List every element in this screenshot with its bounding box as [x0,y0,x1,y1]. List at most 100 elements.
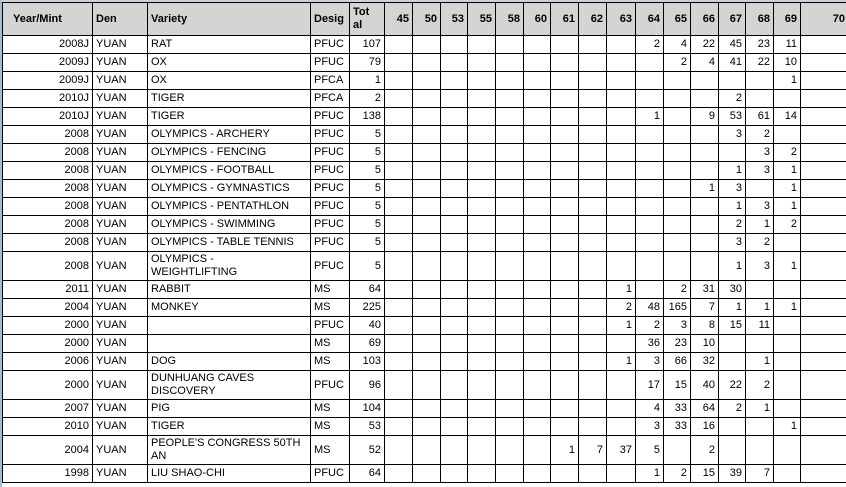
cell-grade-58 [495,35,524,54]
table-row: 2008 YUAN OLYMPICS - TABLE TENNIS PFUC 5 3 2 [2,233,846,252]
cell-grade-67: 15 [718,316,746,335]
cell-grade-67: 53 [718,107,746,126]
cell-grade-64 [635,179,664,198]
cell-grade-63 [606,89,636,108]
cell-grade-58 [495,399,524,418]
cell-grade-64: 3 [635,417,664,436]
cell-grade-61 [550,316,579,335]
cell-grade-65 [663,179,691,198]
cell-desig: PFUC [310,215,350,234]
cell-grade-55 [467,352,496,371]
cell-grade-65: 165 [663,298,691,317]
cell-grade-61 [550,107,579,126]
table-row: 2010J YUAN TIGER PFCA 2 2 [2,89,846,108]
cell-grade-70 [800,233,846,252]
cell-variety: OLYMPICS - WEIGHTLIFTING [147,251,311,281]
cell-grade-65: 33 [663,399,691,418]
cell-den: YUAN [92,464,148,483]
cell-grade-70 [800,197,846,216]
cell-variety: OLYMPICS - TABLE TENNIS [147,233,311,252]
cell-total: 64 [349,280,385,299]
cell-total: 5 [349,143,385,162]
cell-grade-60 [523,233,551,252]
cell-total: 104 [349,399,385,418]
table-row: 2007 YUAN PIG MS 104 4 33 64 2 1 [2,399,846,418]
cell-grade-55 [467,107,496,126]
cell-grade-65: 2 [663,280,691,299]
cell-desig: PFUC [310,179,350,198]
column-header-63: 63 [606,2,636,36]
cell-den: YUAN [92,435,148,465]
cell-grade-55 [467,334,496,353]
cell-grade-60 [523,197,551,216]
cell-variety [147,316,311,335]
cell-grade-50 [412,464,441,483]
cell-grade-60 [523,316,551,335]
cell-grade-50 [412,280,441,299]
table-row: 2008 YUAN OLYMPICS - ARCHERY PFUC 5 3 2 [2,125,846,144]
cell-desig: MS [310,417,350,436]
cell-variety: OLYMPICS - FOOTBALL [147,161,311,180]
cell-den: YUAN [92,71,148,90]
cell-grade-69: 1 [773,251,801,281]
cell-den: YUAN [92,35,148,54]
cell-grade-69: 1 [773,179,801,198]
cell-desig: PFCA [310,89,350,108]
table-row: 2004 YUAN PEOPLE'S CONGRESS 50TH AN MS 52 1 7 3… [2,435,846,465]
cell-grade-55 [467,280,496,299]
cell-variety: DOG [147,352,311,371]
cell-grade-61 [550,370,579,400]
cell-grade-68 [745,417,774,436]
column-header-69: 69 [773,2,801,36]
cell-den: YUAN [92,179,148,198]
cell-grade-50 [412,334,441,353]
cell-total: 5 [349,215,385,234]
cell-grade-66: 64 [690,399,719,418]
cell-grade-45 [384,280,413,299]
table-row: 2008J YUAN RAT PFUC 107 2 4 22 45 23 11 [2,35,846,54]
cell-year-mint: 2004 [2,298,93,317]
cell-variety: TIGER [147,417,311,436]
cell-grade-58 [495,53,524,72]
cell-grade-62 [578,53,607,72]
cell-grade-61 [550,197,579,216]
cell-grade-53 [440,215,468,234]
table-row: 2000 YUAN MS 69 36 23 10 [2,334,846,353]
cell-grade-58 [495,143,524,162]
cell-grade-68: 1 [745,399,774,418]
cell-grade-45 [384,251,413,281]
cell-grade-67: 39 [718,464,746,483]
cell-grade-58 [495,298,524,317]
cell-grade-61 [550,143,579,162]
cell-grade-65: 23 [663,334,691,353]
cell-year-mint: 2008 [2,197,93,216]
cell-grade-64 [635,53,664,72]
cell-grade-60 [523,352,551,371]
cell-grade-63 [606,417,636,436]
cell-grade-60 [523,370,551,400]
cell-grade-60 [523,251,551,281]
cell-total: 107 [349,35,385,54]
cell-variety: OX [147,71,311,90]
cell-grade-66 [690,89,719,108]
cell-grade-53 [440,435,468,465]
cell-variety: RABBIT [147,280,311,299]
cell-grade-66: 2 [690,435,719,465]
cell-grade-67: 3 [718,233,746,252]
cell-grade-66: 9 [690,107,719,126]
cell-year-mint: 2008 [2,143,93,162]
cell-grade-63 [606,215,636,234]
cell-grade-69: 1 [773,417,801,436]
cell-grade-67 [718,435,746,465]
cell-grade-68 [745,334,774,353]
cell-grade-50 [412,233,441,252]
cell-total: 5 [349,179,385,198]
cell-grade-65: 4 [663,35,691,54]
cell-grade-58 [495,251,524,281]
cell-grade-69 [773,233,801,252]
cell-grade-65: 33 [663,417,691,436]
cell-desig: PFUC [310,316,350,335]
cell-grade-45 [384,464,413,483]
cell-grade-69 [773,280,801,299]
cell-den: YUAN [92,352,148,371]
